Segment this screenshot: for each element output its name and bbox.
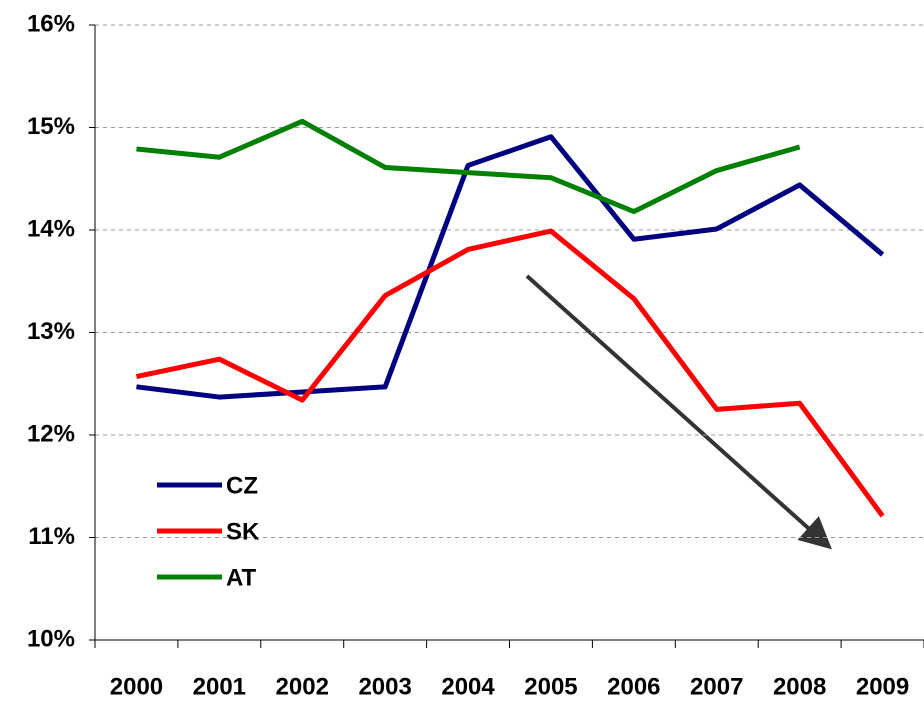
y-tick-label: 12%	[27, 420, 75, 447]
line-series	[136, 134, 885, 400]
y-tick-label: 11%	[28, 523, 75, 550]
y-tick-label: 16%	[27, 10, 75, 37]
y-tick-label: 14%	[27, 215, 75, 242]
legend-label: CZ	[226, 472, 258, 499]
trend-arrow	[525, 274, 832, 550]
x-tick-label: 2003	[358, 673, 411, 700]
x-tick-label: 2006	[607, 673, 660, 700]
x-tick-label: 2009	[856, 673, 909, 700]
x-tick-label: 2008	[773, 673, 826, 700]
line-series	[136, 118, 801, 215]
y-tick-label: 10%	[27, 625, 75, 652]
x-tick-label: 2004	[441, 673, 495, 700]
x-tick-label: 2005	[524, 673, 577, 700]
y-tick-label: 13%	[27, 318, 75, 345]
legend-label: AT	[226, 564, 257, 591]
y-tick-label: 15%	[27, 113, 75, 140]
x-tick-label: 2001	[193, 673, 246, 700]
legend-label: SK	[226, 518, 260, 545]
x-tick-label: 2002	[276, 673, 329, 700]
x-tick-label: 2007	[690, 673, 743, 700]
line-series	[135, 228, 885, 518]
x-tick-label: 2000	[110, 673, 163, 700]
